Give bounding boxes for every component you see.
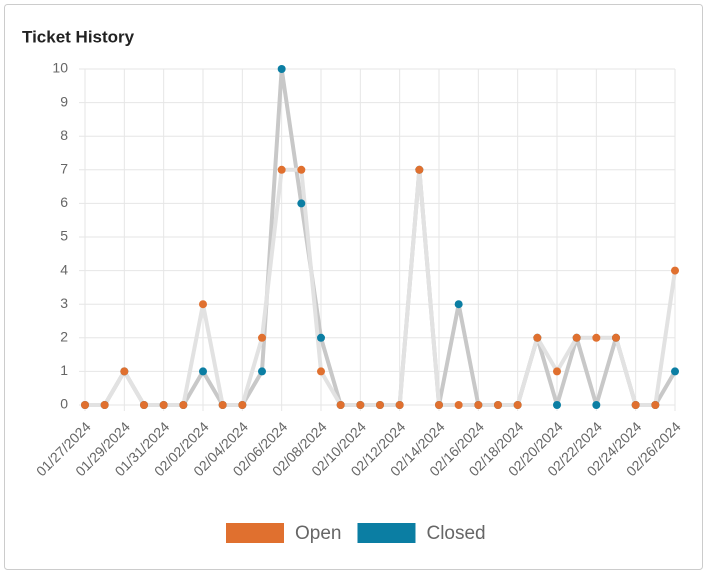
point xyxy=(395,401,404,409)
y-tick-label: 1 xyxy=(60,362,68,378)
point xyxy=(592,401,601,409)
point xyxy=(199,300,207,309)
point xyxy=(356,401,365,409)
point xyxy=(140,401,148,409)
y-tick-label: 8 xyxy=(60,127,68,143)
point xyxy=(553,367,561,376)
y-tick-label: 7 xyxy=(60,161,68,177)
point xyxy=(336,401,345,409)
point xyxy=(277,165,286,174)
point xyxy=(454,300,463,309)
point xyxy=(277,65,286,73)
y-tick-label: 2 xyxy=(60,329,68,345)
point xyxy=(199,367,207,376)
y-tick-label: 0 xyxy=(60,396,68,412)
point xyxy=(435,401,443,409)
point xyxy=(258,333,266,342)
point xyxy=(553,401,561,409)
point xyxy=(474,401,483,409)
y-tick-label: 9 xyxy=(60,93,68,109)
point xyxy=(179,401,188,409)
legend-label: Open xyxy=(295,523,341,544)
point xyxy=(297,199,306,208)
point xyxy=(651,401,660,409)
point xyxy=(592,333,601,342)
y-tick-label: 5 xyxy=(60,228,68,244)
legend-swatch xyxy=(224,521,286,545)
y-tick-label: 6 xyxy=(60,194,68,210)
point xyxy=(238,401,247,409)
point xyxy=(631,401,640,409)
card xyxy=(4,4,703,570)
y-tick-label: 10 xyxy=(52,60,68,76)
point xyxy=(317,367,325,376)
point xyxy=(258,367,266,376)
point xyxy=(671,367,679,376)
point xyxy=(454,401,463,409)
chart-title: Ticket History xyxy=(22,27,135,46)
point xyxy=(494,401,502,409)
point xyxy=(612,333,620,342)
point xyxy=(317,333,325,342)
point xyxy=(100,401,109,409)
point xyxy=(533,333,542,342)
point xyxy=(376,401,384,409)
point xyxy=(218,401,227,409)
point xyxy=(513,401,522,409)
point xyxy=(159,401,168,409)
point xyxy=(415,165,424,174)
point xyxy=(120,367,129,376)
y-tick-label: 3 xyxy=(60,295,68,311)
point xyxy=(297,165,306,174)
legend-swatch xyxy=(355,521,418,545)
point xyxy=(81,401,89,409)
point xyxy=(572,333,581,342)
legend-label: Closed xyxy=(426,523,485,544)
point xyxy=(671,266,679,275)
y-tick-label: 4 xyxy=(60,261,68,277)
